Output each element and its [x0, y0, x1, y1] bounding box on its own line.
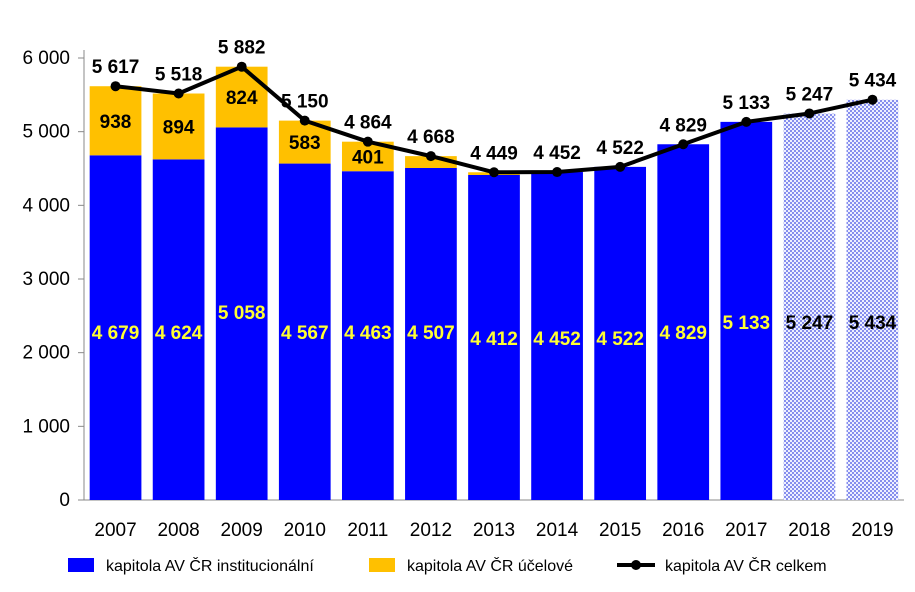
x-tick-label: 2009	[221, 520, 263, 541]
line-celkem-point	[804, 108, 815, 119]
bar-institucionalni	[152, 159, 205, 500]
data-label-institucionalni: 4 829	[659, 323, 707, 344]
x-tick-label: 2008	[157, 520, 199, 541]
y-tick-label: 0	[59, 490, 70, 511]
bar-institucionalni	[405, 167, 457, 501]
y-tick-label: 1 000	[22, 416, 70, 437]
data-label-institucionalni: 5 133	[723, 313, 771, 334]
data-label-ucelove: 894	[163, 117, 195, 138]
bar-institucionalni	[783, 113, 836, 500]
legend-swatch-institucionalni	[68, 558, 94, 572]
x-tick-label: 2019	[851, 520, 893, 541]
x-tick-label: 2011	[347, 520, 388, 541]
y-tick-label: 2 000	[22, 343, 70, 364]
bar-institucionalni	[657, 144, 710, 500]
data-label-celkem: 5 150	[281, 92, 329, 113]
data-label-institucionalni: 4 567	[281, 323, 329, 344]
line-celkem-point	[867, 94, 878, 105]
line-celkem-point	[552, 167, 563, 178]
line-celkem-point	[362, 136, 373, 147]
data-label-institucionalni: 4 624	[155, 323, 203, 344]
data-label-celkem: 5 133	[723, 93, 771, 114]
data-label-institucionalni: 5 058	[218, 303, 266, 324]
x-tick-label: 2016	[662, 520, 704, 541]
data-label-celkem: 4 668	[407, 127, 455, 148]
data-label-celkem: 5 247	[786, 84, 834, 105]
line-celkem-point	[110, 81, 121, 92]
bar-institucionalni	[341, 171, 394, 501]
bar-ucelove	[152, 93, 205, 160]
data-label-celkem: 5 882	[218, 38, 266, 59]
line-celkem-point	[615, 161, 626, 172]
x-tick-label: 2014	[536, 520, 579, 541]
bar-institucionalni	[846, 99, 899, 500]
bar-ucelove	[89, 86, 142, 156]
line-celkem-point	[678, 139, 689, 150]
data-label-celkem: 4 449	[470, 143, 518, 164]
data-label-celkem: 4 829	[659, 115, 707, 136]
y-tick-label: 5 000	[22, 122, 70, 143]
data-label-ucelove: 401	[352, 147, 384, 168]
plot-area: 0 1 000 2 000 3 000 4 000 5 000 6 000 938 4 679 2…	[22, 38, 904, 541]
legend-swatch-ucelove	[369, 558, 395, 572]
data-label-ucelove: 938	[100, 112, 132, 133]
y-tick-label: 6 000	[22, 48, 70, 69]
bar-institucionalni	[215, 127, 268, 501]
bar-institucionalni	[278, 163, 331, 500]
x-tick-label: 2017	[725, 520, 767, 541]
line-celkem-point	[489, 167, 499, 178]
data-label-institucionalni: 4 679	[92, 323, 140, 344]
legend-label-institucionalni: kapitola AV ČR institucionální	[106, 556, 314, 575]
data-label-ucelove: 824	[226, 88, 258, 109]
data-label-celkem: 5 518	[155, 65, 203, 86]
line-celkem-point	[236, 61, 247, 72]
bar-institucionalni	[468, 174, 520, 500]
data-label-institucionalni: 4 522	[596, 329, 644, 350]
data-label-institucionalni: 5 434	[849, 313, 897, 334]
data-label-celkem: 4 864	[344, 113, 392, 134]
legend-label-ucelove: kapitola AV ČR účelové	[407, 556, 573, 575]
data-label-ucelove: 583	[289, 133, 321, 154]
x-tick-label: 2012	[410, 520, 452, 541]
bar-institucionalni	[89, 155, 142, 500]
bar-institucionalni	[594, 166, 647, 500]
bar-institucionalni	[720, 121, 773, 500]
data-label-institucionalni: 4 463	[344, 323, 392, 344]
bar-ucelove	[405, 156, 457, 168]
y-tick-label: 3 000	[22, 269, 70, 290]
data-label-institucionalni: 5 247	[786, 313, 834, 334]
data-label-institucionalni: 4 412	[470, 329, 518, 350]
x-tick-label: 2013	[473, 520, 515, 541]
data-label-celkem: 4 452	[533, 143, 581, 164]
data-label-celkem: 5 434	[849, 71, 897, 92]
legend: kapitola AV ČR institucionální kapitola A…	[68, 556, 827, 575]
x-tick-label: 2015	[599, 520, 641, 541]
line-celkem-point	[425, 151, 436, 162]
legend-marker-celkem	[631, 560, 641, 570]
line-celkem-point	[741, 116, 752, 127]
x-tick-label: 2010	[284, 520, 326, 541]
x-tick-label: 2018	[788, 520, 830, 541]
data-label-institucionalni: 4 507	[407, 323, 455, 344]
y-tick-label: 4 000	[22, 195, 70, 216]
x-tick-label: 2007	[94, 520, 136, 541]
line-celkem-point	[173, 88, 184, 99]
data-label-celkem: 5 617	[92, 57, 140, 78]
line-celkem-point	[299, 115, 310, 126]
data-label-institucionalni: 4 452	[533, 329, 581, 350]
bar-institucionalni	[531, 172, 583, 500]
legend-label-celkem: kapitola AV ČR celkem	[665, 556, 827, 575]
data-label-celkem: 4 522	[596, 138, 644, 159]
bar-ucelove	[215, 66, 268, 128]
